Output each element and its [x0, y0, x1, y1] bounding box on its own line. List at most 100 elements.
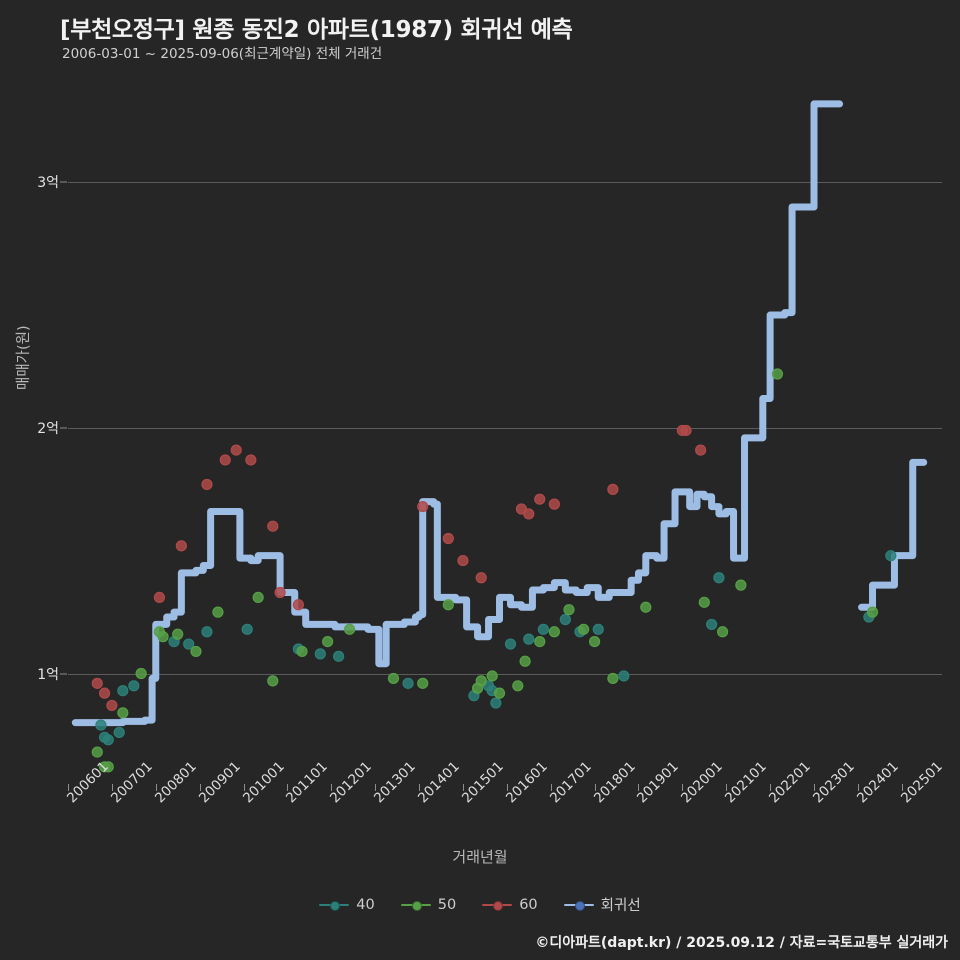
legend-label: 60: [519, 896, 538, 913]
scatter-point-60: [219, 454, 231, 466]
scatter-point-50: [135, 667, 147, 680]
x-axis-title: 거래년월: [452, 848, 508, 866]
x-tick-mark: [375, 784, 377, 791]
scatter-point-40: [201, 626, 213, 638]
gridline: [68, 673, 942, 675]
scatter-point-50: [512, 680, 524, 692]
legend-item-40[interactable]: 40: [319, 896, 375, 913]
scatter-point-50: [91, 746, 103, 758]
scatter-point-60: [548, 498, 560, 510]
scatter-point-50: [563, 604, 575, 616]
x-tick-mark: [550, 784, 552, 791]
scatter-point-50: [190, 645, 202, 658]
legend-marker-icon: [400, 899, 431, 911]
scatter-point-60: [91, 677, 103, 689]
regression-line: [858, 458, 928, 611]
scatter-point-60: [98, 687, 111, 699]
page-title: [부천오정구] 원종 동진2 아파트(1987) 회귀선 예측: [60, 17, 573, 43]
scatter-point-60: [106, 699, 118, 712]
scatter-point-60: [475, 572, 487, 584]
x-tick-mark: [199, 784, 201, 791]
scatter-point-40: [713, 572, 725, 584]
x-tick-mark: [682, 784, 684, 791]
scatter-point-40: [113, 726, 125, 739]
legend-item-60[interactable]: 60: [482, 896, 538, 913]
scatter-point-60: [175, 540, 187, 552]
y-tick-label: 3억: [37, 175, 59, 192]
scatter-point-50: [716, 626, 729, 638]
scatter-point-60: [245, 454, 257, 466]
scatter-point-60: [201, 478, 213, 491]
scatter-point-50: [519, 655, 531, 667]
regression-line-layer: [71, 100, 928, 727]
x-tick-mark: [901, 784, 903, 791]
y-tick-label: 2억: [37, 421, 59, 437]
scatter-point-50: [212, 606, 224, 618]
legend-label: 40: [356, 896, 375, 913]
chart-legend: 40 50 60 회귀선: [0, 894, 960, 915]
scatter-point-40: [504, 638, 517, 650]
scatter-point-50: [252, 591, 264, 604]
scatter-point-40: [128, 680, 140, 692]
x-tick-mark: [726, 784, 728, 791]
scatter-point-40: [241, 623, 253, 635]
scatter-point-50: [102, 761, 114, 773]
x-tick-mark: [68, 784, 69, 791]
gridline: [68, 428, 942, 429]
scatter-point-40: [402, 677, 414, 689]
x-tick-mark: [287, 784, 289, 791]
scatter-point-50: [578, 623, 590, 635]
x-tick-mark: [155, 784, 157, 791]
y-tick-label: 1억: [37, 666, 59, 683]
scatter-point-50: [548, 626, 560, 638]
scatter-point-40: [523, 633, 535, 645]
scatter-point-60: [442, 532, 454, 545]
y-tick-mark: [60, 673, 67, 675]
x-tick-mark: [638, 784, 640, 791]
scatter-point-50: [486, 670, 498, 682]
scatter-point-60: [292, 599, 304, 611]
scatter-point-60: [695, 444, 707, 456]
scatter-point-60: [153, 591, 166, 604]
gridline: [68, 182, 942, 184]
scatter-point-50: [117, 707, 129, 719]
legend-label: 회귀선: [600, 898, 641, 914]
scatter-point-40: [117, 685, 129, 697]
scatter-point-50: [387, 672, 400, 685]
scatter-point-40: [95, 719, 107, 731]
scatter-point-50: [493, 687, 506, 699]
legend-marker-icon: [319, 899, 350, 911]
scatter-point-50: [771, 368, 784, 380]
scatter-point-50: [296, 645, 308, 658]
x-tick-mark: [243, 784, 245, 791]
scatter-point-60: [417, 500, 429, 513]
scatter-point-50: [343, 623, 356, 635]
scatter-point-40: [102, 734, 114, 746]
scatter-point-50: [698, 596, 710, 608]
scatter-point-60: [457, 554, 469, 567]
legend-item-50[interactable]: 50: [400, 897, 456, 913]
page-subtitle: 2006-03-01 ~ 2025-09-06(최근계약일) 전체 거래건: [62, 46, 383, 62]
scatter-point-50: [322, 635, 334, 648]
scatter-point-50: [534, 635, 546, 648]
x-tick-mark: [506, 784, 508, 791]
scatter-point-60: [523, 508, 535, 520]
scatter-point-40: [559, 613, 571, 626]
y-tick-mark: [60, 427, 67, 429]
x-tick-mark: [331, 784, 333, 791]
x-tick-mark: [419, 784, 421, 791]
scatter-point-50: [172, 628, 184, 640]
scatter-point-40: [885, 550, 897, 562]
plot-area: 1억 2억 3억: [37, 72, 942, 784]
regression-line: [71, 100, 844, 727]
footer-credit: ©디아파트(dapt.kr) / 2025.09.12 / 자료=국토교통부 실…: [535, 935, 948, 951]
y-axis-title: 매매가(원): [16, 325, 32, 390]
scatter-point-50: [588, 635, 601, 648]
scatter-point-60: [680, 424, 692, 437]
x-tick-mark: [594, 784, 596, 791]
scatter-point-50: [267, 675, 279, 687]
scatter-point-40: [537, 623, 549, 635]
scatter-point-40: [333, 650, 345, 662]
legend-item-회귀선[interactable]: 회귀선: [563, 894, 641, 915]
